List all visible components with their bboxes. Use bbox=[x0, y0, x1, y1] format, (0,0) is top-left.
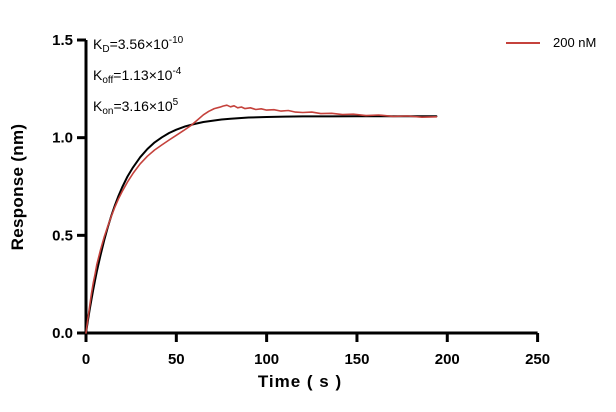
annotation-text: =1.13×10 bbox=[113, 67, 173, 83]
x-tick-label: 100 bbox=[254, 351, 279, 368]
x-axis-title: Time ( s ) bbox=[257, 372, 343, 391]
annotation-text: =3.16×10 bbox=[113, 98, 173, 114]
kinetics-annotation-line: KD=3.56×10-10 bbox=[93, 30, 183, 61]
x-tick-label: 250 bbox=[525, 351, 550, 368]
legend: 200 nM bbox=[506, 35, 596, 50]
x-tick-label: 150 bbox=[344, 351, 369, 368]
y-tick-label: 1.5 bbox=[52, 32, 73, 49]
legend-line-swatch bbox=[506, 41, 540, 44]
annotation-text: K bbox=[93, 98, 103, 114]
kinetics-annotation-line: Kon=3.16×105 bbox=[93, 92, 183, 123]
y-tick-label: 0.5 bbox=[52, 227, 73, 244]
annotation-text: =3.56×10 bbox=[109, 36, 169, 52]
annotation-sub: on bbox=[102, 106, 114, 117]
kinetics-annotation: KD=3.56×10-10 Koff=1.13×10-4 Kon=3.16×105 bbox=[93, 30, 183, 123]
legend-label: 200 nM bbox=[553, 35, 597, 50]
y-tick-label: 0.0 bbox=[52, 325, 73, 342]
annotation-sup: 5 bbox=[172, 97, 179, 108]
observed-curve bbox=[85, 104, 438, 334]
kinetics-annotation-line: Koff=1.13×10-4 bbox=[93, 61, 183, 92]
annotation-sub: D bbox=[102, 44, 110, 55]
annotation-text: K bbox=[93, 67, 103, 83]
annotation-sup: -10 bbox=[168, 35, 184, 46]
annotation-text: K bbox=[93, 36, 103, 52]
x-tick-label: 50 bbox=[168, 351, 185, 368]
x-tick-label: 200 bbox=[435, 351, 460, 368]
annotation-sup: -4 bbox=[172, 66, 182, 77]
y-tick-label: 1.0 bbox=[52, 130, 73, 147]
y-axis-title: Response (nm) bbox=[8, 123, 27, 251]
x-tick-label: 0 bbox=[82, 351, 90, 368]
fit-curve bbox=[85, 115, 438, 334]
annotation-sub: off bbox=[102, 75, 114, 86]
